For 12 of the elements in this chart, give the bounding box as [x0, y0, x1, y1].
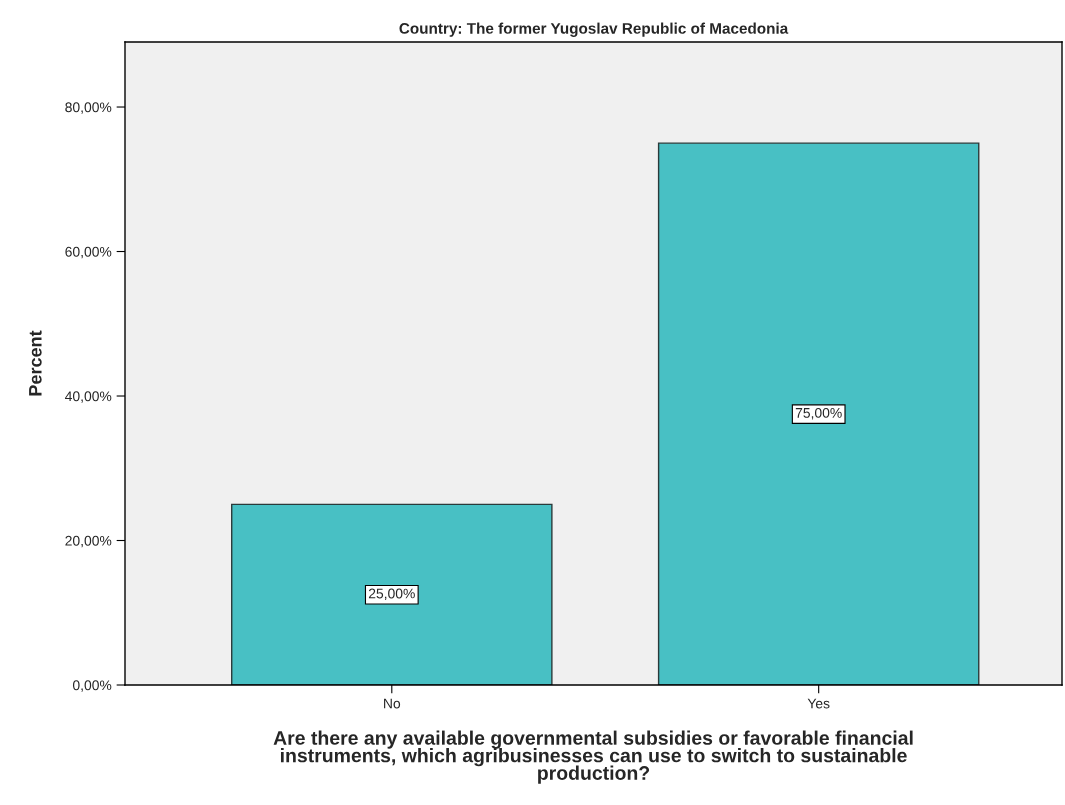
x-tick-label: Yes	[807, 698, 830, 709]
y-tick-label: 60,00%	[65, 246, 112, 259]
data-label: 25,00%	[368, 588, 415, 601]
y-tick-label: 20,00%	[65, 535, 112, 548]
x-tick-label: No	[384, 698, 401, 709]
y-axis-title: Percent	[29, 330, 42, 396]
chart-title: Country: The former Yugoslav Republic of Macedonia	[399, 22, 789, 37]
y-tick-label: 0,00%	[72, 680, 112, 692]
data-label: 75,00%	[795, 407, 842, 420]
y-tick-label: 80,00%	[65, 102, 112, 114]
y-tick-label: 40,00%	[65, 391, 112, 403]
x-axis-title: Are there any available governmental subsidies or favorable financial instruments, which agribusinesses can use to switch to sustainable production?	[273, 730, 913, 784]
